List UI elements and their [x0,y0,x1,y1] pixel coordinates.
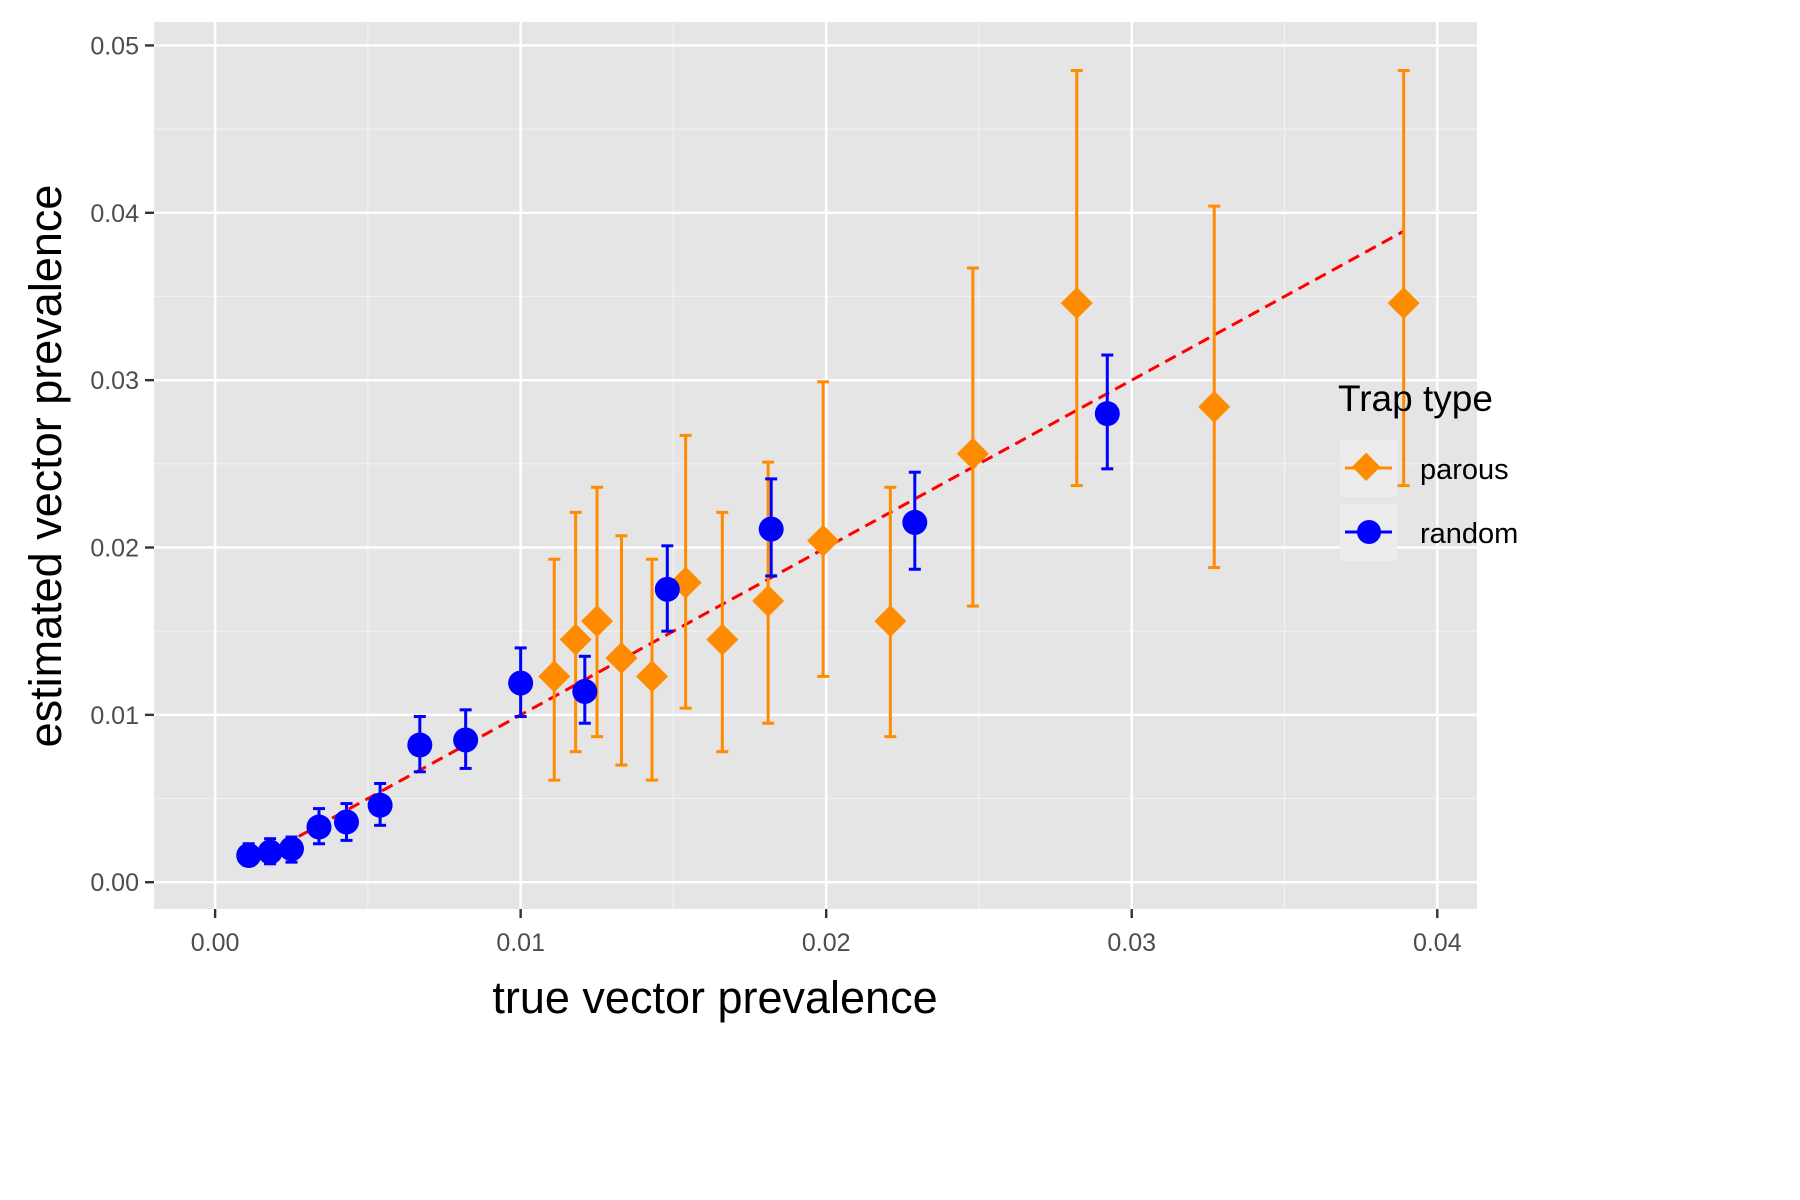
data-point [572,678,598,704]
x-tick-label: 0.04 [1413,929,1462,957]
x-tick-label: 0.00 [191,929,240,957]
error-bar [1397,69,1410,488]
x-tick-label: 0.01 [496,929,545,957]
series-random [236,353,1120,868]
legend-title: Trap type [1338,378,1493,419]
data-point [605,641,638,674]
data-point [367,792,393,818]
series-parous [538,69,1420,782]
data-point [306,814,332,840]
data-point [453,727,479,753]
data-point [956,437,989,470]
data-point [538,660,571,693]
data-point [559,623,592,656]
data-point [758,516,784,542]
data-point [333,809,359,835]
data-point [257,839,283,865]
data-point [581,605,614,638]
data-point [654,576,680,602]
data-point [874,605,907,638]
error-bar [1070,69,1083,488]
data-point [278,836,304,862]
y-tick-label: 0.03 [90,367,139,395]
data-point [902,509,928,535]
data-point [407,732,433,758]
x-axis-title: true vector prevalence [492,972,937,1023]
data-marks [236,69,1420,868]
axis-ticks [145,44,1439,918]
y-axis-title: estimated vector prevalence [20,185,71,748]
y-tick-label: 0.02 [90,535,139,563]
data-point [1060,287,1093,320]
y-tick-label: 0.04 [90,200,139,228]
data-point [508,670,534,696]
data-point [236,842,262,868]
y-tick-label: 0.01 [90,702,139,730]
y-tick-labels: 0.00 0.01 0.02 0.03 0.04 0.05 [90,32,139,897]
data-point [1198,390,1231,423]
y-tick-label: 0.00 [90,869,139,897]
data-point [636,660,669,693]
y-tick-label: 0.05 [90,32,139,60]
data-point [1094,401,1120,427]
x-tick-label: 0.03 [1107,929,1156,957]
legend-label-parous: parous [1420,454,1509,486]
reference-line-group [247,229,1405,866]
error-bar [1208,204,1221,570]
data-point [706,623,739,656]
legend: Trap type parous random [1338,378,1518,561]
x-tick-labels: 0.00 0.01 0.02 0.03 0.04 [191,929,1462,957]
legend-key-random-circle [1357,520,1381,544]
legend-label-random: random [1420,518,1518,550]
plot-panel [154,22,1477,909]
reference-line [247,229,1405,866]
data-point [807,524,840,557]
data-point [1387,287,1420,320]
x-tick-label: 0.02 [802,929,851,957]
data-point [752,585,785,618]
error-bar [966,266,979,608]
